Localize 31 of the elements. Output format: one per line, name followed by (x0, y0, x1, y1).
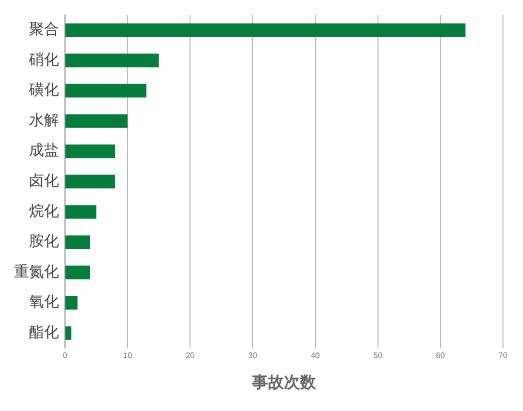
y-tick-label: 卤化 (29, 171, 59, 190)
bar (66, 266, 90, 280)
bar (66, 174, 116, 188)
x-tick-label: 60 (436, 351, 446, 360)
y-tick-label: 烷化 (29, 202, 59, 220)
y-tick-label: 聚合 (29, 20, 59, 38)
y-tick-label: 胺化 (29, 232, 59, 250)
bar (66, 114, 128, 128)
bar (66, 144, 116, 158)
bar (66, 205, 96, 219)
x-tick-label: 20 (186, 351, 196, 360)
bar (66, 54, 159, 68)
x-tick-label: 30 (248, 351, 258, 360)
y-tick-label: 成盐 (29, 141, 59, 160)
x-tick-label: 50 (373, 351, 383, 360)
x-tick-label: 40 (310, 351, 320, 360)
y-tick-label: 水解 (29, 110, 59, 129)
bar (66, 23, 466, 37)
y-tick-label: 酯化 (29, 322, 59, 341)
x-axis-title: 事故次数 (251, 372, 317, 392)
y-tick-label: 硝化 (28, 50, 59, 68)
y-tick-label: 磺化 (28, 80, 59, 99)
x-tick-label: 0 (62, 351, 68, 360)
bar (66, 84, 146, 98)
x-tick-label: 10 (123, 351, 133, 360)
x-tick-label: 70 (498, 351, 508, 360)
bar (66, 235, 90, 249)
bar (66, 326, 72, 340)
y-tick-label: 氧化 (29, 292, 59, 311)
y-tick-label: 重氮化 (14, 262, 59, 280)
bar (66, 296, 78, 310)
